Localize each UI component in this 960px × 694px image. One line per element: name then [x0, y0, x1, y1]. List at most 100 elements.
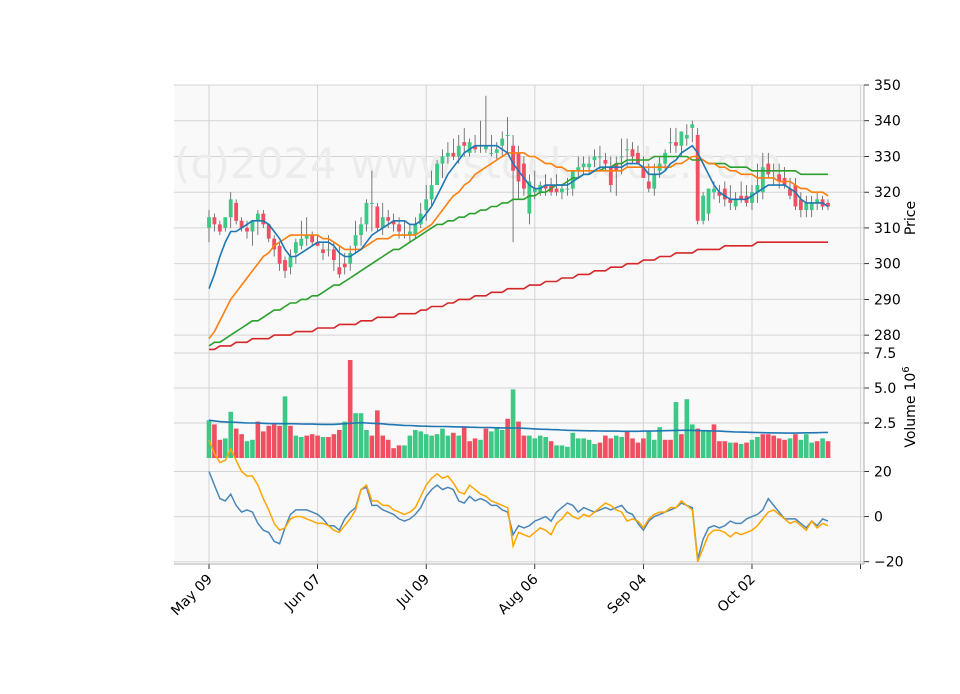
candle-body: [619, 156, 624, 158]
volume-bar: [499, 430, 505, 458]
candle-body: [505, 135, 510, 137]
volume-bar: [315, 435, 320, 458]
candle-body: [310, 235, 315, 243]
volume-bar: [364, 430, 369, 458]
x-tick-label: Sep 04: [604, 571, 650, 617]
candle-body: [625, 149, 629, 151]
volume-bar: [483, 428, 489, 458]
candle-body: [570, 170, 575, 189]
volume-bar: [478, 439, 483, 458]
volume-bar: [575, 438, 581, 458]
volume-bar: [668, 439, 673, 458]
price-tick-label: 280: [874, 328, 901, 344]
candle-body: [266, 224, 271, 239]
candle-body: [413, 224, 418, 236]
volume-bar: [233, 428, 239, 458]
oscillator-panel-bg: [174, 458, 864, 564]
candle-body: [331, 249, 336, 261]
volume-bar: [722, 441, 728, 458]
candle-body: [342, 263, 347, 268]
volume-bar: [250, 439, 255, 458]
volume-bar: [461, 427, 467, 458]
candle-body: [722, 188, 727, 200]
volume-bar: [282, 396, 288, 458]
volume-bar: [429, 435, 434, 458]
volume-bar: [662, 439, 668, 458]
volume-bar: [206, 420, 212, 458]
volume-bar: [260, 431, 266, 458]
volume-bar: [651, 439, 657, 458]
volume-bar: [554, 445, 559, 458]
candle-body: [353, 235, 358, 246]
candle-body: [701, 195, 706, 221]
volume-bar: [711, 424, 717, 458]
candle-body: [451, 152, 456, 157]
candle-body: [348, 252, 353, 264]
candle-body: [663, 152, 668, 164]
volume-bar: [494, 427, 500, 458]
candle-body: [760, 167, 765, 193]
price-panel-bg: [174, 85, 864, 353]
candle-body: [250, 220, 255, 232]
x-tick-label: Jun 07: [281, 572, 324, 615]
candle-body: [245, 227, 249, 232]
candle-body: [500, 138, 505, 146]
x-tick-label: Jul 09: [393, 572, 433, 612]
candle-body: [750, 192, 754, 203]
candle-body: [516, 152, 521, 182]
price-tick-label: 330: [874, 149, 901, 165]
volume-bar: [516, 421, 521, 458]
volume-bar: [228, 411, 234, 458]
candle-body: [456, 145, 461, 157]
volume-bar: [814, 441, 820, 458]
candle-body: [636, 152, 640, 164]
volume-bar: [695, 428, 700, 458]
candle-body: [679, 131, 684, 146]
ma-mid-line: [208, 152, 829, 340]
candle-body: [798, 199, 803, 211]
volume-bar: [337, 430, 342, 458]
volume-axis-label: Volume106: [901, 366, 919, 447]
candle-body: [484, 145, 488, 150]
volume-bar: [467, 441, 472, 458]
candle-body: [239, 220, 244, 228]
candle-body: [217, 224, 222, 232]
volume-bar: [407, 435, 413, 458]
candle-body: [304, 235, 309, 239]
volume-bar: [445, 435, 451, 458]
candle-body: [739, 195, 744, 200]
candle-body: [212, 217, 217, 225]
volume-bar: [331, 434, 337, 458]
candle-body: [674, 142, 678, 146]
candle-body: [587, 163, 591, 168]
candle-body: [386, 217, 391, 221]
price-tick-label: 340: [874, 114, 901, 130]
volume-bar: [358, 413, 364, 458]
candle-body: [815, 199, 820, 203]
oscillator-tick-label: 0: [874, 510, 883, 526]
candle-body: [446, 152, 450, 157]
volume-bar: [624, 431, 630, 458]
volume-bar: [787, 438, 793, 458]
volume-bar: [825, 441, 831, 458]
candle-body: [684, 135, 689, 139]
volume-bar: [266, 425, 272, 458]
oscillator-line-1: [208, 471, 829, 560]
x-tick-label: May 09: [168, 572, 216, 620]
svg-text:Volume106: Volume106: [901, 366, 919, 447]
volume-bar: [776, 438, 782, 458]
volume-average-line: [208, 419, 829, 434]
volume-bar: [212, 424, 217, 458]
candle-body: [522, 163, 526, 189]
candle-body: [592, 156, 597, 161]
candle-body: [277, 245, 282, 264]
candle-body: [391, 220, 396, 225]
candle-body: [435, 163, 439, 186]
candle-body: [315, 242, 320, 246]
volume-bar: [505, 418, 510, 458]
volume-bar: [608, 438, 614, 458]
candle-body: [543, 185, 548, 189]
candle-body: [728, 199, 733, 203]
volume-bar: [798, 439, 804, 458]
volume-bar: [717, 441, 722, 458]
